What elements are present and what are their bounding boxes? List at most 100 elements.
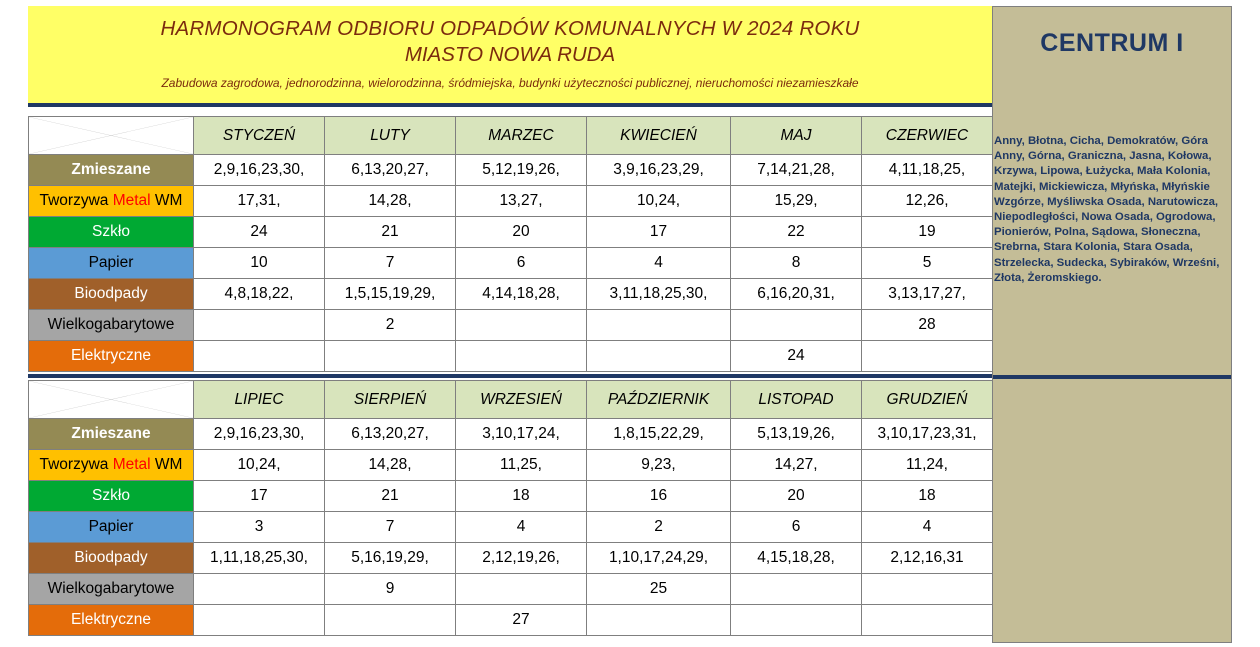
category-elektryczne: Elektryczne bbox=[28, 604, 194, 636]
pickup-dates-cell: 3,9,16,23,29, bbox=[586, 154, 731, 186]
month-header-row: STYCZEŃ LUTY MARZEC KWIECIEŃ MAJ CZERWIEC bbox=[28, 116, 993, 155]
pickup-dates-cell: 20 bbox=[730, 480, 862, 512]
pickup-dates-cell: 4,8,18,22, bbox=[193, 278, 325, 310]
row-bioodpady: Bioodpady 4,8,18,22, 1,5,15,19,29, 4,14,18,… bbox=[28, 278, 993, 310]
pickup-dates-cell: 2,9,16,23,30, bbox=[193, 418, 325, 450]
subtitle: Zabudowa zagrodowa, jednorodzinna, wielo… bbox=[161, 76, 859, 90]
schedule-table-second-half: LIPIEC SIERPIEŃ WRZESIEŃ PAŹDZIERNIK LISTOPA… bbox=[28, 380, 993, 636]
category-label: WM bbox=[150, 456, 183, 473]
category-bioodpady: Bioodpady bbox=[28, 278, 194, 310]
pickup-dates-cell: 11,25, bbox=[455, 449, 587, 481]
pickup-dates-cell: 2 bbox=[586, 511, 731, 543]
pickup-dates-cell: 14,28, bbox=[324, 185, 456, 217]
row-tworzywa-metal-wm: Tworzywa Metal WM 17,31, 14,28, 13,27, 10,24… bbox=[28, 185, 993, 217]
schedule-header: HARMONOGRAM ODBIORU ODPADÓW KOMUNALNYCH … bbox=[28, 6, 992, 103]
category-wielkogabarytowe: Wielkogabarytowe bbox=[28, 309, 194, 341]
pickup-dates-cell: 5 bbox=[861, 247, 993, 279]
pickup-dates-cell: 1,10,17,24,29, bbox=[586, 542, 731, 574]
pickup-dates-cell: 6 bbox=[455, 247, 587, 279]
pickup-dates-cell: 5,13,19,26, bbox=[730, 418, 862, 450]
pickup-dates-cell: 3 bbox=[193, 511, 325, 543]
street-list: Anny, Błotna, Cicha, Demokratów, Góra An… bbox=[994, 135, 1220, 284]
district-title: CENTRUM I bbox=[1040, 29, 1184, 57]
category-label: WM bbox=[150, 192, 183, 209]
pickup-dates-cell: 25 bbox=[586, 573, 731, 605]
month-header: KWIECIEŃ bbox=[586, 116, 731, 155]
category-label-metal: Metal bbox=[112, 456, 151, 473]
month-header: STYCZEŃ bbox=[193, 116, 325, 155]
row-elektryczne: Elektryczne 27 bbox=[28, 604, 993, 636]
pickup-dates-cell bbox=[861, 573, 993, 605]
schedule-table-first-half: STYCZEŃ LUTY MARZEC KWIECIEŃ MAJ CZERWIEC Zmie… bbox=[28, 116, 993, 372]
category-papier: Papier bbox=[28, 511, 194, 543]
pickup-dates-cell: 24 bbox=[730, 340, 862, 372]
header-divider bbox=[28, 103, 1232, 107]
pickup-dates-cell bbox=[730, 573, 862, 605]
pickup-dates-cell: 4,11,18,25, bbox=[861, 154, 993, 186]
pickup-dates-cell: 16 bbox=[586, 480, 731, 512]
district-panel: CENTRUM I Anny, Błotna, Cicha, Demokrató… bbox=[992, 6, 1232, 643]
pickup-dates-cell bbox=[324, 604, 456, 636]
pickup-dates-cell: 1,5,15,19,29, bbox=[324, 278, 456, 310]
pickup-dates-cell: 14,27, bbox=[730, 449, 862, 481]
empty-corner-cell bbox=[28, 380, 194, 419]
month-header: CZERWIEC bbox=[861, 116, 993, 155]
pickup-dates-cell: 13,27, bbox=[455, 185, 587, 217]
row-bioodpady: Bioodpady 1,11,18,25,30, 5,16,19,29, 2,12,1… bbox=[28, 542, 993, 574]
pickup-dates-cell: 2,12,19,26, bbox=[455, 542, 587, 574]
pickup-dates-cell: 18 bbox=[455, 480, 587, 512]
pickup-dates-cell: 22 bbox=[730, 216, 862, 248]
pickup-dates-cell bbox=[193, 573, 325, 605]
pickup-dates-cell: 7,14,21,28, bbox=[730, 154, 862, 186]
pickup-dates-cell bbox=[730, 604, 862, 636]
pickup-dates-cell: 14,28, bbox=[324, 449, 456, 481]
pickup-dates-cell: 21 bbox=[324, 480, 456, 512]
pickup-dates-cell: 6 bbox=[730, 511, 862, 543]
category-zmieszane: Zmieszane bbox=[28, 418, 194, 450]
pickup-dates-cell: 3,10,17,23,31, bbox=[861, 418, 993, 450]
month-header: GRUDZIEŃ bbox=[861, 380, 993, 419]
row-szklo: Szkło 24 21 20 17 22 19 bbox=[28, 216, 993, 248]
pickup-dates-cell: 4,15,18,28, bbox=[730, 542, 862, 574]
category-elektryczne: Elektryczne bbox=[28, 340, 194, 372]
row-wielkogabarytowe: Wielkogabarytowe 9 25 bbox=[28, 573, 993, 605]
pickup-dates-cell bbox=[730, 309, 862, 341]
corner-cross-lines bbox=[30, 381, 192, 418]
pickup-dates-cell: 15,29, bbox=[730, 185, 862, 217]
pickup-dates-cell: 17 bbox=[586, 216, 731, 248]
row-zmieszane: Zmieszane 2,9,16,23,30, 6,13,20,27, 3,10,17… bbox=[28, 418, 993, 450]
pickup-dates-cell: 7 bbox=[324, 247, 456, 279]
pickup-dates-cell bbox=[324, 340, 456, 372]
month-header: MARZEC bbox=[455, 116, 587, 155]
row-papier: Papier 10 7 6 4 8 5 bbox=[28, 247, 993, 279]
pickup-dates-cell: 3,10,17,24, bbox=[455, 418, 587, 450]
pickup-dates-cell: 10 bbox=[193, 247, 325, 279]
panel-divider bbox=[993, 375, 1231, 379]
pickup-dates-cell bbox=[455, 309, 587, 341]
pickup-dates-cell: 9,23, bbox=[586, 449, 731, 481]
pickup-dates-cell: 3,13,17,27, bbox=[861, 278, 993, 310]
pickup-dates-cell: 12,26, bbox=[861, 185, 993, 217]
pickup-dates-cell: 24 bbox=[193, 216, 325, 248]
category-szklo: Szkło bbox=[28, 216, 194, 248]
pickup-dates-cell: 5,16,19,29, bbox=[324, 542, 456, 574]
pickup-dates-cell: 1,8,15,22,29, bbox=[586, 418, 731, 450]
pickup-dates-cell: 6,16,20,31, bbox=[730, 278, 862, 310]
pickup-dates-cell: 4,14,18,28, bbox=[455, 278, 587, 310]
pickup-dates-cell bbox=[193, 604, 325, 636]
pickup-dates-cell: 6,13,20,27, bbox=[324, 154, 456, 186]
pickup-dates-cell: 2,9,16,23,30, bbox=[193, 154, 325, 186]
pickup-dates-cell: 10,24, bbox=[193, 449, 325, 481]
pickup-dates-cell: 21 bbox=[324, 216, 456, 248]
month-header: LIPIEC bbox=[193, 380, 325, 419]
city-title: MIASTO NOWA RUDA bbox=[404, 43, 616, 66]
half-year-divider bbox=[28, 374, 1232, 378]
pickup-dates-cell: 28 bbox=[861, 309, 993, 341]
row-elektryczne: Elektryczne 24 bbox=[28, 340, 993, 372]
pickup-dates-cell bbox=[455, 573, 587, 605]
pickup-dates-cell: 5,12,19,26, bbox=[455, 154, 587, 186]
pickup-dates-cell: 20 bbox=[455, 216, 587, 248]
pickup-dates-cell: 18 bbox=[861, 480, 993, 512]
row-papier: Papier 3 7 4 2 6 4 bbox=[28, 511, 993, 543]
pickup-dates-cell bbox=[193, 309, 325, 341]
